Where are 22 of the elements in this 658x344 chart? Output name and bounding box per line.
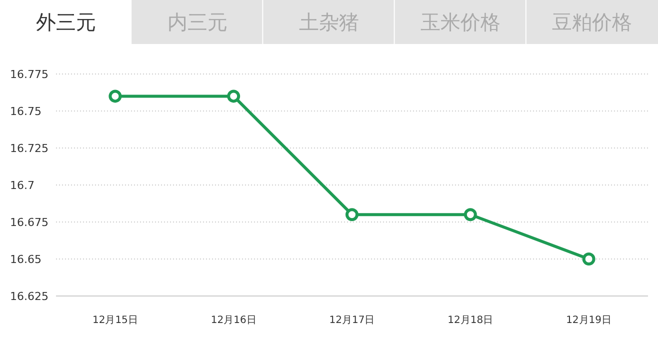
y-tick-label: 16.675 xyxy=(10,216,48,229)
text: 玉米价格 xyxy=(420,10,501,34)
y-tick-label: 16.65 xyxy=(10,253,42,266)
point xyxy=(227,90,240,103)
x-tick-label: 12月16日 xyxy=(210,315,256,326)
y-tick-label: 16.75 xyxy=(10,105,42,118)
x-tick-label: 12月17日 xyxy=(329,315,375,326)
y-tick-label: 16.775 xyxy=(10,68,48,81)
point xyxy=(108,90,122,103)
y-tick-label: 16.625 xyxy=(10,290,48,303)
point xyxy=(346,208,358,222)
text: 土杂猪 xyxy=(299,10,359,34)
point xyxy=(464,208,477,222)
text: 内三元 xyxy=(167,10,228,34)
x-tick-label: 12月19日 xyxy=(566,315,612,326)
y-tick-label: 16.725 xyxy=(10,142,48,155)
point xyxy=(582,252,596,266)
chart-title: 外三元 xyxy=(36,10,96,34)
text: 豆粕价格 xyxy=(552,10,632,34)
x-tick-label: 12月18日 xyxy=(448,315,494,326)
y-tick-label: 16.7 xyxy=(10,179,34,192)
x-tick-label: 12月15日 xyxy=(92,315,138,326)
